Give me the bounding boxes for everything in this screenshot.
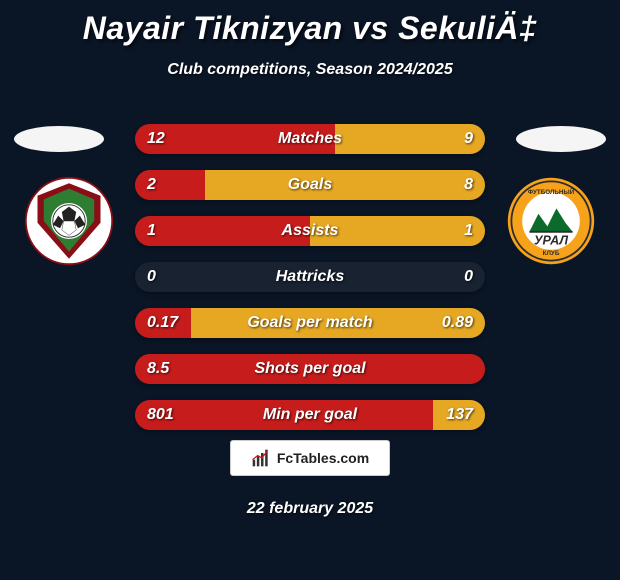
stat-row: Shots per goal8.5 <box>135 354 485 384</box>
stat-value-right: 9 <box>464 124 473 154</box>
player-name-ellipse-left <box>14 126 104 152</box>
stat-label: Goals per match <box>135 308 485 338</box>
stat-row: Min per goal801 137 <box>135 400 485 430</box>
stat-row: Hattricks0 0 <box>135 262 485 292</box>
stat-label: Matches <box>135 124 485 154</box>
stat-value-left: 8.5 <box>147 354 169 384</box>
stat-value-right: 137 <box>446 400 473 430</box>
player-name-ellipse-right <box>516 126 606 152</box>
stats-comparison-chart: Matches12 9 Goals2 8 Assists1 1 Hattricks0 0 Goa… <box>135 124 485 446</box>
site-badge-label: FcTables.com <box>277 450 369 466</box>
stat-value-right: 1 <box>464 216 473 246</box>
lokomotiv-icon <box>24 176 114 266</box>
svg-text:ФУТБОЛЬНЫЙ: ФУТБОЛЬНЫЙ <box>528 187 575 196</box>
svg-text:КЛУБ: КЛУБ <box>543 250 560 257</box>
site-badge[interactable]: FcTables.com <box>230 440 390 476</box>
page-title: Nayair Tiknizyan vs SekuliÄ‡ <box>0 0 620 47</box>
stat-row: Goals2 8 <box>135 170 485 200</box>
ural-icon: ФУТБОЛЬНЫЙ КЛУБ УРАЛ <box>506 176 596 266</box>
stat-value-left: 2 <box>147 170 156 200</box>
club-badge-left <box>24 176 114 266</box>
stat-value-left: 1 <box>147 216 156 246</box>
stat-label: Min per goal <box>135 400 485 430</box>
stat-value-left: 0.17 <box>147 308 178 338</box>
svg-text:УРАЛ: УРАЛ <box>534 233 568 247</box>
club-badge-right: ФУТБОЛЬНЫЙ КЛУБ УРАЛ <box>506 176 596 266</box>
stat-label: Goals <box>135 170 485 200</box>
stat-label: Hattricks <box>135 262 485 292</box>
stat-label: Assists <box>135 216 485 246</box>
stat-value-right: 0 <box>464 262 473 292</box>
stat-value-left: 801 <box>147 400 174 430</box>
page-subtitle: Club competitions, Season 2024/2025 <box>0 61 620 79</box>
stat-row: Matches12 9 <box>135 124 485 154</box>
stat-row: Assists1 1 <box>135 216 485 246</box>
stat-value-right: 8 <box>464 170 473 200</box>
stat-value-right: 0.89 <box>442 308 473 338</box>
stat-value-left: 0 <box>147 262 156 292</box>
footer-date: 22 february 2025 <box>0 500 620 518</box>
stat-label: Shots per goal <box>135 354 485 384</box>
fctables-logo-icon <box>251 448 271 468</box>
stat-row: Goals per match0.17 0.89 <box>135 308 485 338</box>
stat-value-left: 12 <box>147 124 165 154</box>
